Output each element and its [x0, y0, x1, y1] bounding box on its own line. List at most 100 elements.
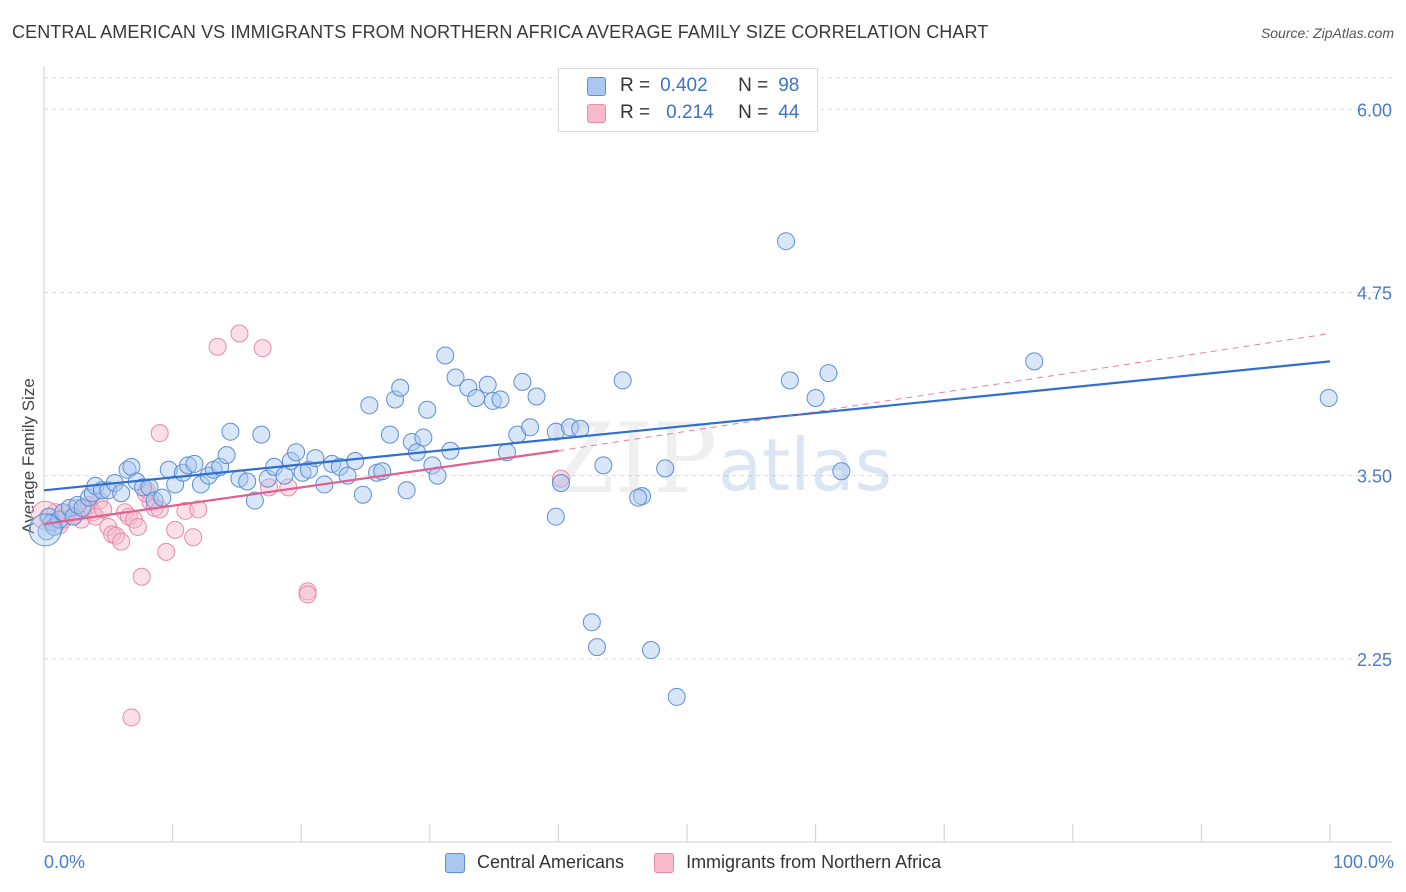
central-americans-point — [221, 422, 240, 441]
immigrants-point — [132, 567, 151, 586]
immigrants-point — [166, 520, 185, 539]
legend-r-value: 0.214 — [666, 102, 714, 123]
central-americans-point — [446, 368, 465, 387]
x-tick-max: 100.0% — [1332, 852, 1394, 872]
legend-n-value: 98 — [778, 75, 800, 96]
watermark-atlas: atlas — [718, 423, 892, 507]
trend-lines — [43, 333, 1331, 526]
axes — [43, 66, 1392, 843]
central-americans-point — [153, 488, 172, 507]
central-americans-point — [73, 498, 92, 517]
immigrants-point — [94, 500, 113, 519]
y-axis-label: Average Family Size — [19, 378, 38, 534]
central-americans-point — [1025, 352, 1044, 371]
chart-title: CENTRAL AMERICAN VS IMMIGRANTS FROM NORT… — [12, 22, 989, 42]
source-label: Source: ZipAtlas.com — [1260, 25, 1394, 41]
immigrants-point — [176, 501, 195, 520]
central-americans-trend-line — [43, 360, 1331, 492]
immigrants-point — [150, 424, 169, 443]
legend-r-label: R = — [620, 102, 651, 123]
bottom-legend-swatch-blue — [445, 852, 465, 873]
central-americans-point — [68, 495, 87, 514]
immigrants-point — [112, 532, 131, 551]
central-americans-point — [656, 459, 675, 478]
legend-n-label: N = — [738, 102, 769, 123]
immigrants-point — [298, 585, 317, 604]
grid-lines — [44, 77, 1392, 660]
central-americans-point — [551, 473, 570, 492]
central-americans-point — [238, 472, 257, 491]
x-tick-min: 0.0% — [44, 852, 86, 872]
legend-swatch-pink — [587, 103, 606, 123]
central-americans-point — [478, 375, 497, 394]
central-americans-point — [252, 425, 271, 444]
immigrants-point — [551, 469, 570, 488]
y-tick-label: 3.50 — [1357, 467, 1392, 487]
legend-n-value: 44 — [778, 102, 800, 123]
immigrants-point — [208, 337, 227, 356]
legend-n-label: N = — [738, 75, 769, 96]
central-americans-point — [629, 488, 648, 507]
central-americans-point — [245, 491, 264, 510]
central-americans-point — [527, 387, 546, 406]
bottom-legend: Central Americans Immigrants from Northe… — [445, 852, 971, 873]
central-americans-point — [613, 371, 632, 390]
central-americans-point — [513, 372, 532, 391]
immigrants-point — [189, 500, 208, 519]
central-americans-point — [402, 432, 421, 451]
central-americans-point — [380, 425, 399, 444]
central-americans-point — [571, 419, 590, 438]
central-americans-point — [418, 400, 437, 419]
central-americans-point — [217, 446, 236, 465]
central-americans-point — [587, 638, 606, 657]
central-americans-point — [391, 378, 410, 397]
central-americans-point — [414, 428, 433, 447]
central-americans-point — [386, 390, 405, 409]
y-tick-labels: 6.00 4.75 3.50 2.25 — [1357, 100, 1392, 670]
central-americans-point — [467, 388, 486, 407]
central-americans-point — [483, 391, 502, 410]
legend-r-label: R = — [620, 75, 651, 96]
central-americans-point — [491, 390, 510, 409]
central-americans-point — [299, 460, 318, 479]
central-americans-point — [185, 454, 204, 473]
y-tick-label: 6.00 — [1357, 100, 1392, 120]
series-central-americans-points — [28, 232, 1338, 706]
central-americans-point — [546, 422, 565, 441]
central-americans-point — [360, 396, 379, 415]
central-americans-point — [819, 364, 838, 383]
legend-r-value: 0.402 — [660, 75, 708, 96]
legend-row-immigrants: R = 0.214 N = 44 — [587, 101, 799, 125]
central-americans-point — [806, 388, 825, 407]
central-americans-point — [780, 371, 799, 390]
central-americans-point — [134, 478, 153, 497]
immigrants-point — [184, 528, 203, 547]
central-americans-point — [436, 346, 455, 365]
central-americans-point — [353, 485, 372, 504]
bottom-legend-swatch-pink — [654, 852, 675, 873]
bottom-legend-label-central-americans: Central Americans — [477, 852, 625, 872]
immigrants-point — [253, 339, 272, 358]
immigrants-point — [107, 526, 126, 545]
legend-row-central-americans: R = 0.402 N = 98 — [587, 74, 799, 98]
immigrants-trend-line — [43, 449, 559, 526]
immigrants-point — [128, 517, 147, 536]
central-americans-point — [397, 481, 416, 500]
immigrants-point — [122, 708, 141, 727]
central-americans-point — [459, 378, 478, 397]
immigrants-point — [230, 324, 249, 343]
central-americans-point — [594, 456, 613, 475]
y-tick-label: 2.25 — [1357, 650, 1392, 670]
central-americans-point — [667, 687, 686, 706]
bottom-legend-item-central-americans: Central Americans — [445, 852, 624, 873]
central-americans-point — [641, 641, 660, 660]
legend-swatch-blue — [587, 76, 606, 96]
central-americans-point — [521, 418, 540, 437]
immigrants-point — [90, 491, 109, 510]
legend-box: R = 0.402 N = 98 R = 0.214 N = 44 — [558, 68, 818, 132]
central-americans-point — [179, 456, 198, 475]
central-americans-point — [28, 513, 62, 547]
bottom-legend-label-immigrants: Immigrants from Northern Africa — [686, 852, 942, 872]
central-americans-point — [546, 507, 565, 526]
